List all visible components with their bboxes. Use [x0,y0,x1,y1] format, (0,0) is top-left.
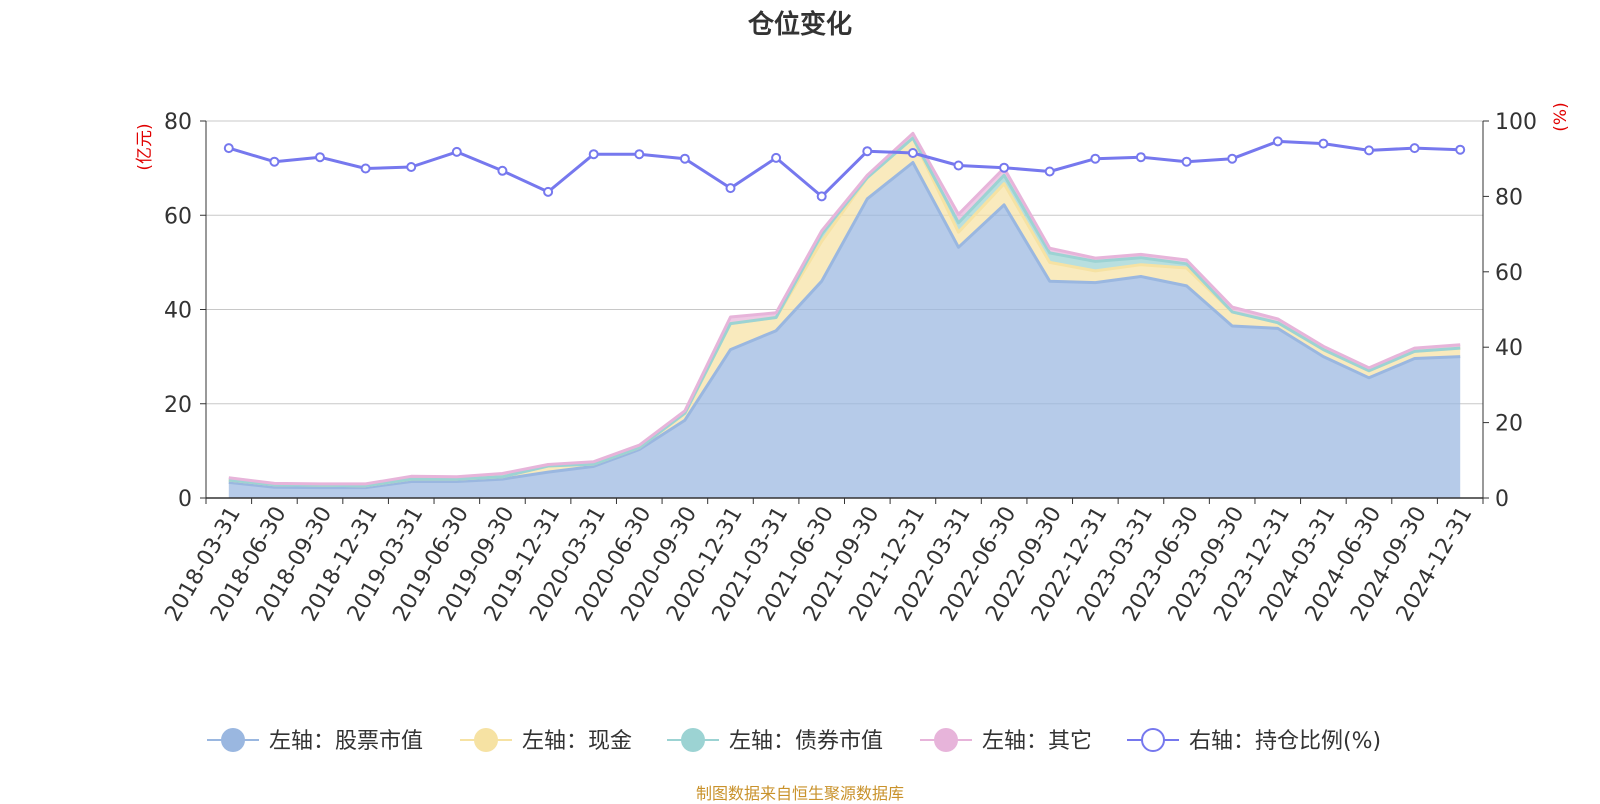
ratio-point [1135,152,1146,163]
area-line [228,131,1461,486]
ratio-point [1044,166,1055,177]
ratio-point [269,156,280,167]
legend-label: 左轴：现金 [522,729,632,754]
ratio-point [1318,138,1329,149]
area-fill [228,162,1461,498]
ratio-point [1181,156,1192,167]
legend: 左轴：股票市值 左轴：现金 左轴：债券市值 左轴：其它 右轴：持仓比例(%) [207,728,1381,754]
ratio-point [1455,144,1466,155]
ratio-point [588,149,599,160]
ratio-line-path [228,139,1461,198]
legend-item: 左轴：现金 [460,728,632,754]
area-line [228,161,1461,490]
legend-label: 左轴：其它 [982,729,1092,754]
ratio-point [1364,145,1374,156]
legend-label: 左轴：股票市值 [269,729,423,754]
legend-item: 右轴：持仓比例(%) [1127,728,1381,754]
ratio-point [1090,153,1101,164]
legend-item: 左轴：债券市值 [667,728,883,754]
right-tick-label: 100 [1495,110,1537,135]
ratio-point [1409,143,1420,154]
left-tick-label: 40 [164,299,192,324]
ratio-point [679,153,690,164]
ratio-point [360,163,371,174]
right-axis-unit: (%) [1551,102,1571,131]
legend-label: 右轴：持仓比例(%) [1189,729,1381,754]
legend-marker [1141,728,1165,752]
ratio-point [771,152,782,163]
ratio-point [406,162,417,172]
ratio-line [223,136,1466,202]
ratio-point [634,149,645,160]
ratio-point [497,165,508,176]
legend-item: 左轴：股票市值 [207,728,423,754]
ratio-point [862,146,873,157]
legend-marker [474,728,498,752]
right-tick-label: 40 [1495,336,1523,361]
ratio-point [999,162,1010,173]
legend-item: 左轴：其它 [920,728,1092,754]
ratio-point [1272,136,1283,147]
left-tick-label: 80 [164,110,192,135]
legend-marker [221,728,245,752]
ratio-point [907,148,918,158]
right-tick-label: 80 [1495,185,1523,210]
area-line [228,136,1461,488]
ratio-point [1227,153,1238,164]
ratio-point [451,146,462,157]
chart-title: 仓位变化 [747,10,852,40]
ratio-point [816,191,827,202]
ratio-point [953,160,964,171]
legend-marker [681,728,705,752]
right-tick-label: 0 [1495,487,1509,512]
left-tick-label: 20 [164,393,192,418]
left-axis-unit: (亿元) [135,123,155,170]
legend-marker [934,728,958,752]
ratio-point [543,186,554,197]
right-tick-label: 60 [1495,261,1523,286]
ratio-point [223,143,234,154]
data-source-note: 制图数据来自恒生聚源数据库 [695,784,904,803]
legend-label: 左轴：债券市值 [729,729,883,754]
ratio-point [725,183,736,194]
left-tick-label: 60 [164,204,192,229]
right-tick-label: 20 [1495,412,1523,437]
ratio-point [315,152,325,163]
left-tick-label: 0 [178,487,192,512]
stacked-areas [228,131,1461,498]
